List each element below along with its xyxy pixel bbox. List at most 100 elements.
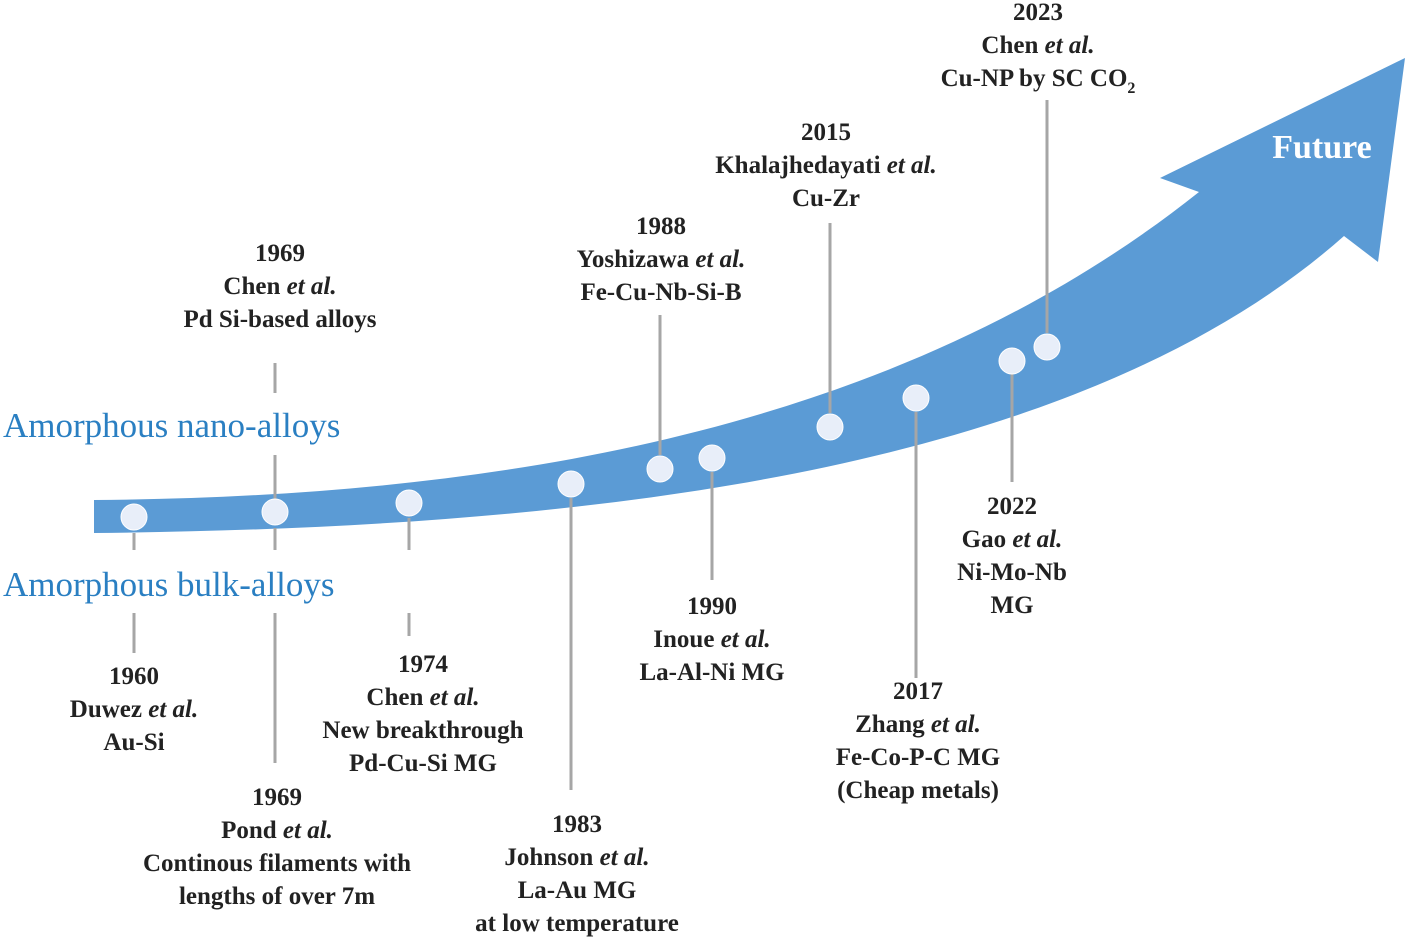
event-year: 2017 [893, 678, 943, 705]
event-year: 1969 [255, 240, 305, 267]
event-line: Gao et al. [962, 526, 1063, 553]
event-1988-yoshizawa: 1988 Yoshizawa et al. Fe-Cu-Nb-Si-B [577, 213, 746, 306]
event-year: 1974 [398, 651, 449, 678]
dot-2022-gao [998, 347, 1026, 375]
event-line: Cu-Zr [792, 185, 860, 212]
event-year: 1990 [687, 593, 737, 620]
event-text: Pd-Cu-Si MG [349, 750, 497, 777]
dot-1960-duwez [120, 503, 148, 531]
dot-1969 [261, 498, 289, 526]
event-line: Ni-Mo-Nb [957, 559, 1067, 586]
dot-1983-johnson [557, 470, 585, 498]
et-al-text: et al. [1045, 32, 1095, 59]
et-al-text: et al. [287, 273, 337, 300]
event-line: La-Au MG [518, 877, 637, 904]
event-text: Johnson [504, 844, 599, 871]
subscript-text: 2 [1127, 80, 1135, 97]
et-al-text: et al. [721, 626, 771, 653]
event-1983-johnson: 1983 Johnson et al. La-Au MG at low tempera… [475, 811, 679, 937]
event-text: Cu-Zr [792, 185, 860, 212]
event-2017-zhang: 2017 Zhang et al. Fe-Co-P-C MG (Cheap metal… [836, 678, 1001, 804]
event-line: Khalajhedayati et al. [715, 152, 937, 179]
event-text: Ni-Mo-Nb [957, 559, 1067, 586]
event-2023-chen: 2023 Chen et al. Cu-NP by SC CO2 [941, 0, 1136, 97]
dot-1990-inoue [698, 444, 726, 472]
event-text: Pd Si-based alloys [183, 306, 376, 333]
event-text: MG [990, 592, 1033, 619]
event-line: Duwez et al. [70, 696, 198, 723]
category-nano-alloys: Amorphous nano-alloys [3, 406, 340, 445]
dot-1988-yoshizawa [646, 455, 674, 483]
event-text: New breakthrough [322, 717, 523, 744]
event-2022-gao: 2022 Gao et al. Ni-Mo-Nb MG [957, 493, 1067, 619]
event-line: Fe-Cu-Nb-Si-B [580, 279, 741, 306]
event-line: Chen et al. [366, 684, 479, 711]
event-line: New breakthrough [322, 717, 523, 744]
event-year: 2015 [801, 119, 851, 146]
event-line: La-Al-Ni MG [639, 659, 784, 686]
event-line: MG [990, 592, 1033, 619]
event-text: Continous filaments with [143, 850, 411, 877]
dot-2023-chen [1033, 333, 1061, 361]
event-text: Khalajhedayati [715, 152, 887, 179]
event-1960-duwez: 1960 Duwez et al. Au-Si [70, 663, 198, 756]
event-2015-khalajhedayati: 2015 Khalajhedayati et al. Cu-Zr [715, 119, 937, 212]
timeline-dots [120, 333, 1061, 531]
event-text: Fe-Cu-Nb-Si-B [580, 279, 741, 306]
event-text: Chen [366, 684, 429, 711]
event-text: Au-Si [103, 729, 164, 756]
event-line: Inoue et al. [653, 626, 770, 653]
event-line: Johnson et al. [504, 844, 649, 871]
event-text: Gao [962, 526, 1013, 553]
event-1969-chen: 1969 Chen et al. Pd Si-based alloys [183, 240, 376, 333]
event-year: 2022 [987, 493, 1037, 520]
event-text: (Cheap metals) [837, 777, 999, 804]
event-line: Fe-Co-P-C MG [836, 744, 1001, 771]
event-line: Zhang et al. [855, 711, 981, 738]
event-year: 1988 [636, 213, 686, 240]
event-1974-chen: 1974 Chen et al. New breakthrough Pd-Cu-Si … [322, 651, 523, 777]
dot-1974-chen [395, 489, 423, 517]
event-text: Pond [221, 817, 283, 844]
event-text: lengths of over 7m [179, 883, 375, 910]
future-label: Future [1272, 129, 1371, 166]
event-text: Yoshizawa [577, 246, 696, 273]
event-line: Chen et al. [223, 273, 336, 300]
event-text: La-Al-Ni MG [639, 659, 784, 686]
et-al-text: et al. [931, 711, 981, 738]
event-line: Continous filaments with [143, 850, 411, 877]
et-al-text: et al. [887, 152, 937, 179]
event-1990-inoue: 1990 Inoue et al. La-Al-Ni MG [639, 593, 784, 686]
event-line: Pond et al. [221, 817, 333, 844]
event-year: 2023 [1013, 0, 1063, 26]
event-line: Chen et al. [981, 32, 1094, 59]
event-labels: 1960 Duwez et al. Au-Si 1969 Chen et al. Pd S… [70, 0, 1136, 937]
et-al-text: et al. [695, 246, 745, 273]
event-line: (Cheap metals) [837, 777, 999, 804]
dot-2017-zhang [902, 384, 930, 412]
category-bulk-alloys: Amorphous bulk-alloys [3, 565, 335, 604]
connector-lines [132, 100, 1049, 790]
et-al-text: et al. [148, 696, 198, 723]
et-al-text: et al. [430, 684, 480, 711]
event-text: Zhang [855, 711, 931, 738]
event-text: Chen [223, 273, 286, 300]
event-text: Inoue [653, 626, 720, 653]
event-line: Au-Si [103, 729, 164, 756]
event-year: 1983 [552, 811, 602, 838]
event-text: Fe-Co-P-C MG [836, 744, 1001, 771]
event-line: Pd Si-based alloys [183, 306, 376, 333]
dot-2015-khalajhedayati [816, 413, 844, 441]
event-text: at low temperature [475, 910, 679, 937]
event-line: Cu-NP by SC CO2 [941, 65, 1136, 97]
event-text: La-Au MG [518, 877, 637, 904]
event-year: 1960 [109, 663, 159, 690]
event-line: Yoshizawa et al. [577, 246, 746, 273]
event-text: Cu-NP by SC CO [941, 65, 1128, 92]
event-year: 1969 [252, 784, 302, 811]
et-al-text: et al. [283, 817, 333, 844]
event-line: Pd-Cu-Si MG [349, 750, 497, 777]
timeline-arrow [94, 58, 1405, 533]
